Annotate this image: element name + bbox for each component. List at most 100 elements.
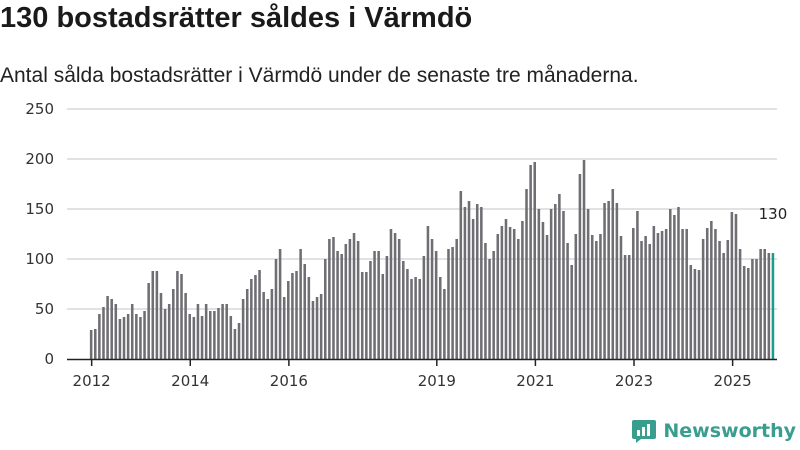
bar (611, 189, 615, 359)
y-tick-label: 250 (25, 100, 54, 118)
bar (533, 162, 537, 359)
bar (718, 241, 721, 359)
bar (89, 330, 93, 359)
bar (660, 231, 664, 359)
bar (763, 249, 767, 359)
bar (328, 239, 331, 359)
bar (529, 165, 532, 359)
bar (681, 229, 684, 359)
bar (590, 235, 594, 359)
bar (414, 277, 417, 359)
bar (475, 204, 479, 359)
bar (553, 204, 557, 359)
bar (430, 239, 434, 359)
bar (471, 219, 475, 359)
y-tick-label: 200 (25, 150, 54, 168)
bar (566, 243, 569, 359)
bar (356, 241, 360, 359)
newsworthy-icon (632, 420, 657, 443)
newsworthy-logo[interactable]: Newsworthy (631, 418, 796, 444)
bar (360, 272, 364, 359)
y-tick-label: 0 (44, 350, 54, 368)
bar (323, 259, 327, 359)
bar (147, 283, 150, 359)
bar (615, 203, 619, 359)
bar (102, 307, 105, 359)
bar (619, 236, 623, 359)
bar (517, 239, 520, 359)
bar (196, 304, 200, 359)
bar (262, 292, 265, 359)
bar (463, 207, 467, 359)
bar (344, 244, 348, 359)
bar (139, 317, 142, 359)
bar (130, 304, 134, 359)
bar (562, 211, 565, 359)
bar (734, 214, 738, 359)
bar (373, 251, 376, 359)
bar (307, 277, 311, 359)
bar (595, 241, 598, 359)
bar (176, 271, 179, 359)
y-tick-label: 50 (35, 300, 54, 318)
bar (578, 174, 582, 359)
x-tick-label: 2016 (270, 372, 308, 390)
bar (508, 227, 512, 359)
bar (254, 275, 257, 359)
bar (751, 259, 754, 359)
bar (689, 265, 693, 359)
y-tick-label: 150 (25, 200, 54, 218)
bar (586, 209, 590, 359)
bar (340, 254, 343, 359)
bar (570, 265, 573, 359)
bar (438, 277, 442, 359)
bar (747, 268, 750, 359)
bar (451, 247, 454, 359)
bar (303, 264, 307, 359)
bar (697, 270, 701, 359)
y-tick-label: 100 (25, 250, 54, 268)
bar (623, 255, 627, 359)
bar (332, 237, 335, 359)
bar (525, 189, 528, 359)
bar (742, 266, 746, 359)
bar (385, 256, 389, 359)
bar (114, 304, 118, 359)
bar (295, 271, 298, 359)
bar (110, 299, 113, 359)
brand-name: Newsworthy (663, 420, 796, 442)
bar (311, 301, 315, 359)
bar (381, 274, 385, 359)
bar (319, 294, 323, 359)
bar (180, 274, 183, 359)
bar (118, 319, 122, 359)
bar (143, 311, 146, 359)
bar-highlight (771, 253, 775, 359)
bar (640, 241, 643, 359)
x-tick-label: 2023 (615, 372, 653, 390)
bar (582, 160, 586, 359)
bar (726, 240, 730, 359)
bar (274, 259, 278, 359)
bar (447, 249, 450, 359)
bar (291, 273, 294, 359)
x-tick-label: 2019 (418, 372, 456, 390)
bar (172, 289, 175, 359)
bar (664, 229, 668, 359)
bar (241, 299, 245, 359)
bar (184, 293, 187, 359)
bar (299, 249, 302, 359)
x-tick-label: 2025 (714, 372, 752, 390)
bar (122, 317, 126, 359)
bar (229, 316, 233, 359)
bar (192, 317, 196, 359)
bar (738, 249, 742, 359)
bar (714, 229, 717, 359)
bar (348, 239, 352, 359)
bar (200, 316, 204, 359)
bar (492, 251, 495, 359)
bar (233, 329, 237, 359)
bar (282, 297, 286, 359)
bars (89, 160, 775, 359)
bar (521, 221, 524, 359)
